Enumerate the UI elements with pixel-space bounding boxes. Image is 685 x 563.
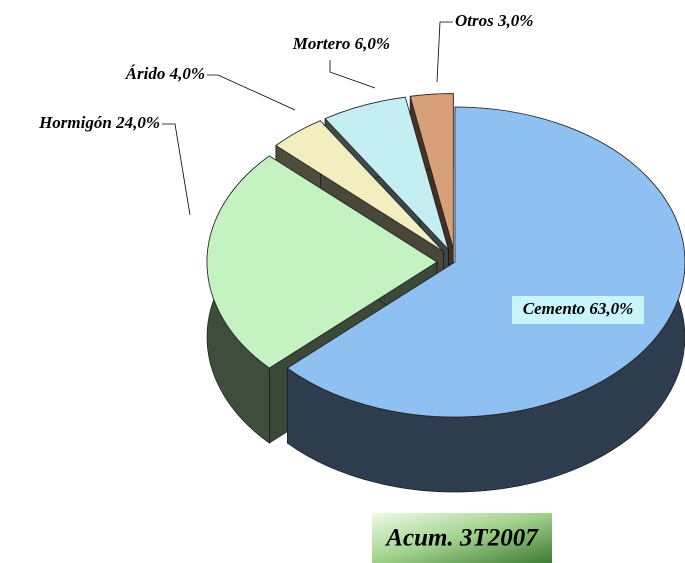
category-label: Mortero	[292, 34, 351, 53]
slice-label: Árido 4,0%	[125, 64, 205, 83]
leader-line	[329, 60, 376, 89]
category-label: Otros	[455, 11, 494, 30]
slice-label: Cemento 63,0%	[523, 299, 634, 318]
pie	[206, 93, 685, 493]
slice-label: Mortero 6,0%	[292, 34, 390, 53]
value-label: 3,0%	[497, 11, 533, 30]
chart-title: Acum. 3T2007	[384, 525, 539, 552]
title-box	[372, 513, 552, 563]
labels: Cemento 63,0% Hormigón 24,0% Árido 4,0% Mor…	[38, 11, 644, 324]
leader-line	[207, 74, 296, 111]
leader-line	[162, 123, 191, 216]
slice	[275, 120, 444, 252]
slice	[286, 106, 685, 418]
slice-label: Otros 3,0%	[455, 11, 533, 30]
slice-label: Hormigón 24,0%	[38, 113, 160, 132]
category-label: Cemento	[523, 299, 585, 318]
slice	[409, 93, 454, 249]
leader-line	[436, 21, 453, 83]
slice	[206, 155, 438, 369]
value-label: 24,0%	[115, 113, 160, 132]
value-label: 4,0%	[169, 64, 205, 83]
slice	[324, 96, 449, 250]
category-label: Árido	[125, 64, 166, 83]
label-box	[512, 296, 644, 324]
value-label: 6,0%	[355, 34, 390, 53]
value-label: 63,0%	[589, 299, 633, 318]
category-label: Hormigón	[38, 113, 112, 132]
